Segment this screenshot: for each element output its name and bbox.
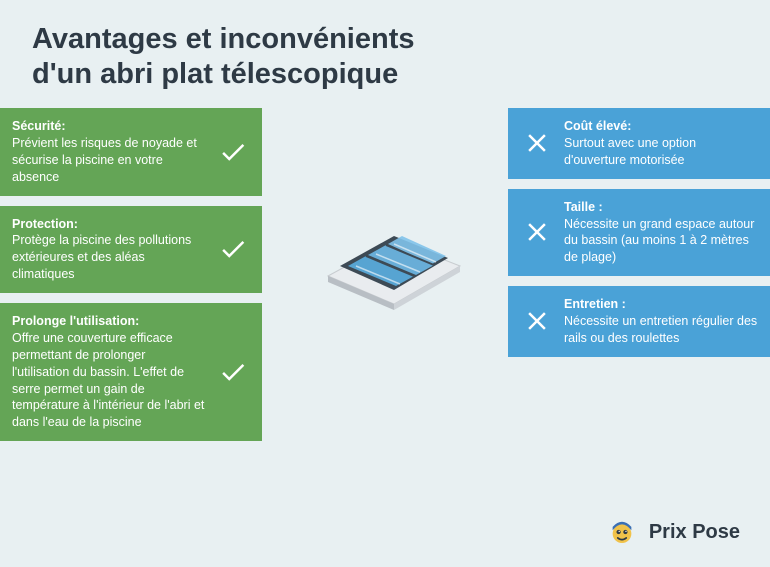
check-icon [216,357,250,387]
con-card-body: Taille : Nécessite un grand espace autou… [564,199,758,267]
cons-column: Coût élevé: Surtout avec une option d'ou… [508,108,770,441]
pro-text: Offre une couverture efficace permettant… [12,330,206,431]
con-card: Entretien : Nécessite un entretien régul… [508,286,770,357]
con-card: Taille : Nécessite un grand espace autou… [508,189,770,277]
title-line-1: Avantages et inconvénients [32,23,414,55]
con-card: Coût élevé: Surtout avec une option d'ou… [508,108,770,179]
title-line-2: d'un abri plat télescopique [32,58,398,90]
brand-logo-icon [605,515,639,549]
footer-brand: Prix Pose [605,515,740,549]
pro-text: Protège la piscine des pollutions extéri… [12,232,206,283]
cross-icon [520,217,554,247]
con-card-body: Coût élevé: Surtout avec une option d'ou… [564,118,758,169]
pro-card-body: Protection: Protège la piscine des pollu… [12,216,206,284]
page-title: Avantages et inconvénients d'un abri pla… [0,0,770,92]
check-icon [216,137,250,167]
pro-card-body: Sécurité: Prévient les risques de noyade… [12,118,206,186]
pro-title: Sécurité: [12,118,206,135]
con-title: Taille : [564,199,758,216]
pro-card: Sécurité: Prévient les risques de noyade… [0,108,262,196]
con-text: Nécessite un grand espace autour du bass… [564,216,758,267]
pool-shelter-illustration [310,210,470,320]
cross-icon [520,128,554,158]
con-title: Entretien : [564,296,758,313]
con-text: Surtout avec une option d'ouverture moto… [564,135,758,169]
pro-title: Protection: [12,216,206,233]
pro-card: Protection: Protège la piscine des pollu… [0,206,262,294]
pro-title: Prolonge l'utilisation: [12,313,206,330]
pros-column: Sécurité: Prévient les risques de noyade… [0,108,262,441]
pro-text: Prévient les risques de noyade et sécuri… [12,135,206,186]
con-card-body: Entretien : Nécessite un entretien régul… [564,296,758,347]
pro-card: Prolonge l'utilisation: Offre une couver… [0,303,262,441]
check-icon [216,234,250,264]
con-text: Nécessite un entretien régulier des rail… [564,313,758,347]
pro-card-body: Prolonge l'utilisation: Offre une couver… [12,313,206,431]
brand-name: Prix Pose [649,521,740,544]
cross-icon [520,306,554,336]
con-title: Coût élevé: [564,118,758,135]
